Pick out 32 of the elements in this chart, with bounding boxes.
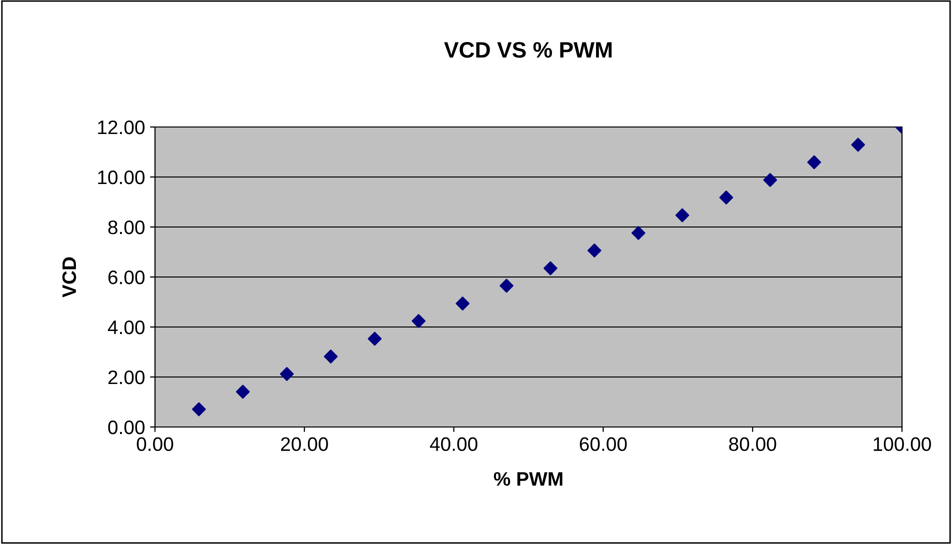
y-tick-label: 6.00 (108, 270, 145, 284)
point (631, 226, 646, 240)
point (851, 138, 865, 152)
y-tick-label: 12.00 (98, 120, 145, 134)
point (324, 350, 338, 364)
y-tick-label: 10.00 (98, 170, 145, 184)
y-tick-label: 2.00 (108, 370, 145, 384)
x-tick-label: 60.00 (580, 437, 627, 452)
y-tick-label: 4.00 (108, 320, 145, 334)
point (456, 296, 470, 310)
x-tick-label: 100.00 (874, 437, 931, 452)
point (412, 314, 426, 328)
x-tick-label: 0.00 (136, 437, 174, 452)
point (587, 244, 602, 258)
point (719, 190, 734, 204)
point (192, 402, 206, 416)
y-tick-label: 8.00 (108, 220, 145, 234)
x-tick-label: 20.00 (281, 437, 328, 452)
point (675, 208, 690, 222)
y-axis-title: VCD (62, 257, 76, 298)
point (807, 155, 822, 170)
point (544, 261, 558, 276)
point (280, 367, 294, 381)
x-axis-title: % PWM (494, 472, 562, 486)
point (500, 278, 514, 293)
point (368, 332, 382, 346)
y-tick-label: 0.00 (108, 420, 145, 434)
x-tick-label: 80.00 (729, 437, 776, 452)
chart-title: VCD VS % PWM (444, 42, 612, 58)
x-tick-label: 40.00 (430, 437, 478, 452)
point (236, 384, 250, 399)
point (763, 173, 778, 187)
